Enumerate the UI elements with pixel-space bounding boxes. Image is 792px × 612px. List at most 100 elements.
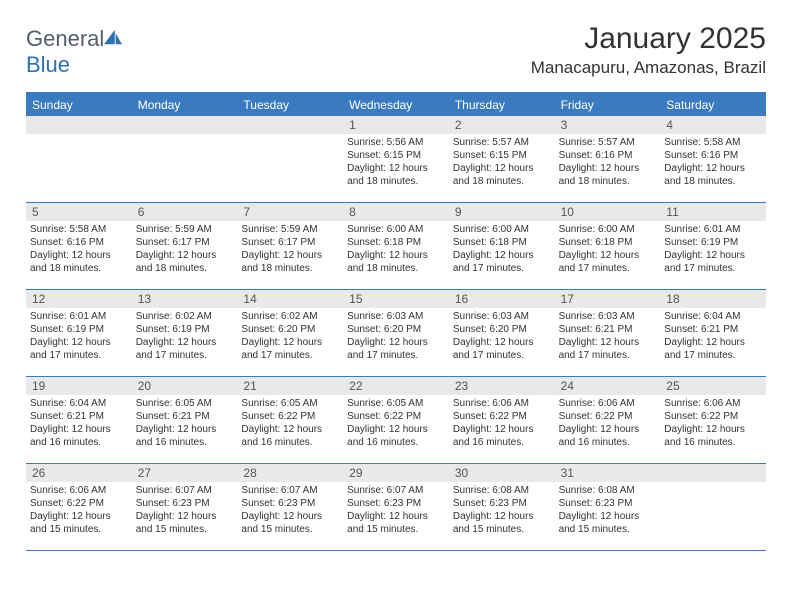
day-cell: 26 Sunrise: 6:06 AMSunset: 6:22 PMDayligh… — [26, 464, 132, 550]
day-number: 8 — [343, 203, 449, 221]
month-title: January 2025 — [531, 22, 766, 56]
day-cell — [660, 464, 766, 550]
day-number: 27 — [132, 464, 238, 482]
day-info: Sunrise: 6:05 AMSunset: 6:22 PMDaylight:… — [347, 397, 445, 449]
day-info: Sunrise: 5:59 AMSunset: 6:17 PMDaylight:… — [241, 223, 339, 275]
day-number-empty — [26, 116, 132, 134]
day-info: Sunrise: 6:03 AMSunset: 6:20 PMDaylight:… — [453, 310, 551, 362]
day-cell: 30 Sunrise: 6:08 AMSunset: 6:23 PMDayligh… — [449, 464, 555, 550]
day-number: 9 — [449, 203, 555, 221]
day-info: Sunrise: 6:08 AMSunset: 6:23 PMDaylight:… — [453, 484, 551, 536]
day-cell — [26, 116, 132, 202]
day-cell: 18Sunrise: 6:04 AMSunset: 6:21 PMDayligh… — [660, 290, 766, 376]
day-cell: 14Sunrise: 6:02 AMSunset: 6:20 PMDayligh… — [237, 290, 343, 376]
day-number: 26 — [26, 464, 132, 482]
day-number: 10 — [555, 203, 661, 221]
day-info: Sunrise: 6:01 AMSunset: 6:19 PMDaylight:… — [664, 223, 762, 275]
day-info: Sunrise: 6:04 AMSunset: 6:21 PMDaylight:… — [30, 397, 128, 449]
day-info: Sunrise: 6:06 AMSunset: 6:22 PMDaylight:… — [30, 484, 128, 536]
week-row: 19Sunrise: 6:04 AMSunset: 6:21 PMDayligh… — [26, 377, 766, 464]
day-info: Sunrise: 6:07 AMSunset: 6:23 PMDaylight:… — [136, 484, 234, 536]
logo-text: General Blue — [26, 26, 124, 78]
day-cell: 19Sunrise: 6:04 AMSunset: 6:21 PMDayligh… — [26, 377, 132, 463]
day-cell: 27 Sunrise: 6:07 AMSunset: 6:23 PMDayligh… — [132, 464, 238, 550]
day-info: Sunrise: 6:08 AMSunset: 6:23 PMDaylight:… — [559, 484, 657, 536]
day-info: Sunrise: 6:00 AMSunset: 6:18 PMDaylight:… — [453, 223, 551, 275]
week-row: 1 Sunrise: 5:56 AMSunset: 6:15 PMDaylight… — [26, 116, 766, 203]
day-cell: 8 Sunrise: 6:00 AMSunset: 6:18 PMDaylight… — [343, 203, 449, 289]
day-number: 24 — [555, 377, 661, 395]
day-cell: 10Sunrise: 6:00 AMSunset: 6:18 PMDayligh… — [555, 203, 661, 289]
day-cell: 29Sunrise: 6:07 AMSunset: 6:23 PMDayligh… — [343, 464, 449, 550]
day-number: 22 — [343, 377, 449, 395]
day-header: Wednesday — [343, 94, 449, 116]
day-number: 7 — [237, 203, 343, 221]
day-number: 16 — [449, 290, 555, 308]
day-info: Sunrise: 6:06 AMSunset: 6:22 PMDaylight:… — [664, 397, 762, 449]
day-number-empty — [237, 116, 343, 134]
day-number: 3 — [555, 116, 661, 134]
day-cell: 11 Sunrise: 6:01 AMSunset: 6:19 PMDayligh… — [660, 203, 766, 289]
day-number: 23 — [449, 377, 555, 395]
day-header-row: SundayMondayTuesdayWednesdayThursdayFrid… — [26, 94, 766, 116]
day-number: 28 — [237, 464, 343, 482]
header: General Blue January 2025 Manacapuru, Am… — [26, 22, 766, 78]
logo-text-blue: Blue — [26, 52, 70, 77]
day-cell: 17Sunrise: 6:03 AMSunset: 6:21 PMDayligh… — [555, 290, 661, 376]
location: Manacapuru, Amazonas, Brazil — [531, 58, 766, 78]
day-cell — [237, 116, 343, 202]
day-info: Sunrise: 6:06 AMSunset: 6:22 PMDaylight:… — [559, 397, 657, 449]
day-number: 12 — [26, 290, 132, 308]
day-number: 25 — [660, 377, 766, 395]
day-cell: 4Sunrise: 5:58 AMSunset: 6:16 PMDaylight… — [660, 116, 766, 202]
day-number: 13 — [132, 290, 238, 308]
day-info: Sunrise: 6:02 AMSunset: 6:19 PMDaylight:… — [136, 310, 234, 362]
day-info: Sunrise: 6:06 AMSunset: 6:22 PMDaylight:… — [453, 397, 551, 449]
day-header: Saturday — [660, 94, 766, 116]
day-header: Tuesday — [237, 94, 343, 116]
day-cell: 22 Sunrise: 6:05 AMSunset: 6:22 PMDayligh… — [343, 377, 449, 463]
calendar: SundayMondayTuesdayWednesdayThursdayFrid… — [26, 92, 766, 551]
day-number: 5 — [26, 203, 132, 221]
title-block: January 2025 Manacapuru, Amazonas, Brazi… — [531, 22, 766, 78]
day-info: Sunrise: 6:03 AMSunset: 6:21 PMDaylight:… — [559, 310, 657, 362]
day-info: Sunrise: 5:56 AMSunset: 6:15 PMDaylight:… — [347, 136, 445, 188]
day-info: Sunrise: 6:00 AMSunset: 6:18 PMDaylight:… — [347, 223, 445, 275]
day-number: 20 — [132, 377, 238, 395]
day-cell: 1 Sunrise: 5:56 AMSunset: 6:15 PMDaylight… — [343, 116, 449, 202]
day-cell: 6 Sunrise: 5:59 AMSunset: 6:17 PMDaylight… — [132, 203, 238, 289]
day-cell: 7 Sunrise: 5:59 AMSunset: 6:17 PMDaylight… — [237, 203, 343, 289]
day-cell: 31 Sunrise: 6:08 AMSunset: 6:23 PMDayligh… — [555, 464, 661, 550]
day-cell: 2Sunrise: 5:57 AMSunset: 6:15 PMDaylight… — [449, 116, 555, 202]
day-number: 11 — [660, 203, 766, 221]
day-cell: 23 Sunrise: 6:06 AMSunset: 6:22 PMDayligh… — [449, 377, 555, 463]
day-cell: 20 Sunrise: 6:05 AMSunset: 6:21 PMDayligh… — [132, 377, 238, 463]
day-cell: 3Sunrise: 5:57 AMSunset: 6:16 PMDaylight… — [555, 116, 661, 202]
week-row: 12 Sunrise: 6:01 AMSunset: 6:19 PMDayligh… — [26, 290, 766, 377]
day-number: 1 — [343, 116, 449, 134]
day-cell: 12 Sunrise: 6:01 AMSunset: 6:19 PMDayligh… — [26, 290, 132, 376]
day-cell: 13 Sunrise: 6:02 AMSunset: 6:19 PMDayligh… — [132, 290, 238, 376]
day-info: Sunrise: 5:59 AMSunset: 6:17 PMDaylight:… — [136, 223, 234, 275]
day-number-empty — [660, 464, 766, 482]
day-number: 6 — [132, 203, 238, 221]
week-row: 26 Sunrise: 6:06 AMSunset: 6:22 PMDayligh… — [26, 464, 766, 551]
day-cell: 25 Sunrise: 6:06 AMSunset: 6:22 PMDayligh… — [660, 377, 766, 463]
day-cell — [132, 116, 238, 202]
day-info: Sunrise: 5:57 AMSunset: 6:15 PMDaylight:… — [453, 136, 551, 188]
day-cell: 15Sunrise: 6:03 AMSunset: 6:20 PMDayligh… — [343, 290, 449, 376]
day-info: Sunrise: 6:05 AMSunset: 6:22 PMDaylight:… — [241, 397, 339, 449]
day-cell: 9 Sunrise: 6:00 AMSunset: 6:18 PMDaylight… — [449, 203, 555, 289]
day-number: 15 — [343, 290, 449, 308]
day-number: 31 — [555, 464, 661, 482]
day-number: 30 — [449, 464, 555, 482]
logo-text-general: General — [26, 26, 104, 51]
day-info: Sunrise: 6:01 AMSunset: 6:19 PMDaylight:… — [30, 310, 128, 362]
day-info: Sunrise: 6:05 AMSunset: 6:21 PMDaylight:… — [136, 397, 234, 449]
day-cell: 21Sunrise: 6:05 AMSunset: 6:22 PMDayligh… — [237, 377, 343, 463]
day-info: Sunrise: 6:07 AMSunset: 6:23 PMDaylight:… — [347, 484, 445, 536]
day-number-empty — [132, 116, 238, 134]
day-header: Monday — [132, 94, 238, 116]
day-info: Sunrise: 6:04 AMSunset: 6:21 PMDaylight:… — [664, 310, 762, 362]
day-cell: 16 Sunrise: 6:03 AMSunset: 6:20 PMDayligh… — [449, 290, 555, 376]
